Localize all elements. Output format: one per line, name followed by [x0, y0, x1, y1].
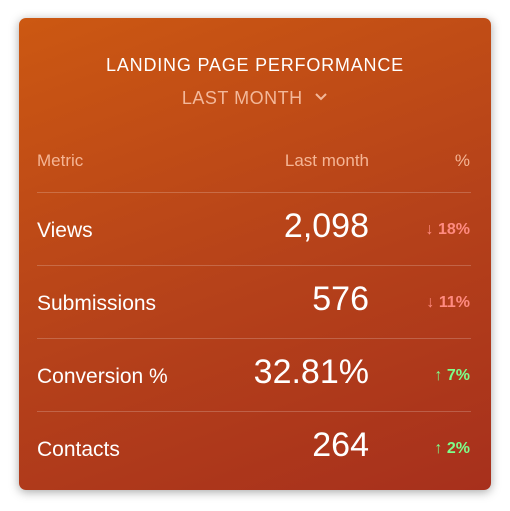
row-divider — [37, 411, 471, 412]
column-header: % — [454, 151, 470, 170]
column-header: Last month — [284, 151, 369, 170]
metric-name: Contacts — [37, 438, 120, 461]
metric-name: Submissions — [37, 292, 157, 315]
metric-value: 32.81% — [253, 353, 369, 391]
metric-name: Conversion % — [37, 365, 168, 388]
column-header: Metric — [37, 151, 84, 170]
metric-change: ↓ 18% — [425, 221, 470, 238]
metric-change: ↑ 2% — [434, 440, 470, 457]
metric-name: Views — [37, 219, 93, 242]
row-divider — [37, 265, 471, 266]
widget-title: LANDING PAGE PERFORMANCE — [106, 55, 404, 75]
metric-change: ↓ 11% — [426, 294, 470, 311]
row-divider — [37, 192, 471, 193]
metric-value: 576 — [312, 280, 369, 318]
chevron-icon[interactable] — [314, 92, 328, 102]
metric-value: 264 — [312, 426, 369, 464]
period-label[interactable]: LAST MONTH — [181, 88, 303, 108]
widget-card: LANDING PAGE PERFORMANCE LAST MONTH Metr… — [19, 18, 491, 490]
metric-change: ↑ 7% — [434, 367, 470, 384]
period-selector[interactable]: LAST MONTH — [19, 88, 491, 109]
metric-value: 2,098 — [283, 207, 369, 245]
row-divider — [37, 338, 471, 339]
